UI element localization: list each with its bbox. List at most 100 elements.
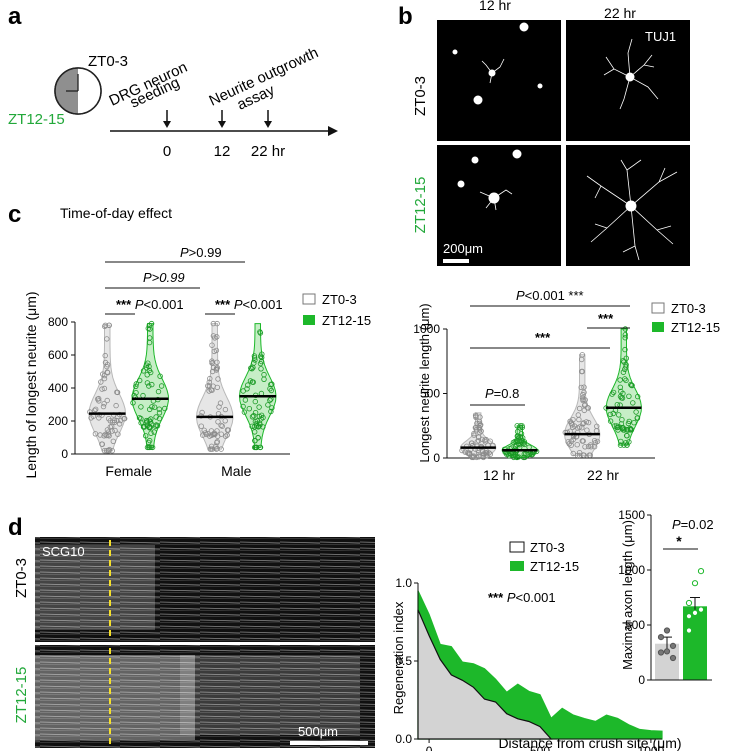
data-point (99, 441, 105, 447)
data-point (148, 416, 154, 422)
data-point (104, 336, 110, 342)
x-tick-label: Female (105, 463, 152, 479)
data-point (156, 406, 162, 412)
y-tick-label: 1000 (413, 322, 440, 336)
data-point (146, 339, 153, 346)
panel-label-d: d (8, 514, 23, 541)
data-point (627, 425, 633, 432)
data-point (242, 397, 249, 403)
y-tick-label: 500 (625, 618, 645, 632)
data-point (585, 419, 592, 426)
chart-c-stat-3: *** P<0.001 (116, 297, 184, 312)
y-tick-label: 0 (433, 451, 440, 465)
data-point (209, 342, 215, 348)
data-point (578, 384, 584, 391)
panel-label-c: c (8, 201, 21, 228)
y-tick-label: 0 (61, 447, 68, 461)
data-point (148, 320, 155, 327)
data-point (583, 419, 590, 425)
data-point (594, 438, 601, 445)
panel-a: a ZT0-3 ZT12-15 DRG neuron seeding Neuri… (8, 3, 338, 160)
stain-label-scg10: SCG10 (42, 544, 85, 559)
chart-c-stat-1: P>0.99 (180, 245, 222, 260)
data-point (691, 580, 699, 587)
legend-d-zt12: ZT12-15 (530, 559, 579, 574)
data-point (260, 424, 266, 430)
data-point (268, 408, 274, 415)
data-point (214, 445, 220, 452)
data-point (574, 442, 580, 448)
data-point (215, 419, 221, 425)
data-point (213, 347, 220, 354)
data-point (96, 398, 102, 404)
data-point (475, 434, 482, 440)
violin-zt12 (238, 323, 277, 448)
panel-c: c Time-of-day effect Length of longest n… (8, 201, 371, 479)
data-point (568, 438, 574, 444)
data-point (254, 444, 260, 451)
data-point (144, 380, 151, 386)
data-point (138, 404, 144, 410)
legend-d-swatch-zt0 (509, 541, 525, 553)
x-tick-label: 22 hr (587, 467, 619, 483)
data-point (148, 430, 154, 436)
data-point (248, 365, 254, 371)
chart-b-brackets (470, 305, 630, 406)
data-point (110, 438, 116, 444)
data-point (616, 412, 622, 418)
data-point (240, 388, 246, 394)
y-tick-label: 600 (48, 348, 68, 362)
data-point (100, 403, 107, 410)
chart-d-ylabel: Regeneration index (391, 601, 406, 714)
data-point (147, 424, 153, 431)
data-point (257, 360, 264, 367)
data-point (214, 428, 220, 434)
timeline-arrowhead (328, 126, 338, 136)
row-label-zt0: ZT0-3 (412, 76, 429, 116)
timeline-arrows (166, 110, 269, 125)
data-point (101, 401, 107, 407)
data-point (471, 430, 477, 437)
data-point (107, 424, 113, 430)
data-point (203, 431, 209, 438)
legend-b-zt0: ZT0-3 (671, 301, 706, 316)
scalebar-label-b: 200μm (443, 241, 483, 256)
data-point (256, 404, 262, 410)
data-point (571, 423, 578, 429)
legend-c-swatch-zt12 (303, 315, 315, 325)
data-point (618, 438, 624, 445)
data-point (208, 443, 215, 449)
data-point (214, 384, 220, 391)
d-row-label-zt12: ZT12-15 (13, 667, 30, 724)
data-point (104, 369, 110, 375)
data-point (249, 414, 256, 420)
chart-c-ylabel: Length of longest neurite (μm) (23, 291, 39, 478)
data-point (622, 366, 628, 372)
data-point (111, 417, 117, 424)
data-point (479, 436, 485, 443)
violin-zt12 (605, 328, 642, 446)
data-point (613, 423, 620, 429)
data-point (258, 366, 264, 372)
data-point (586, 452, 593, 458)
y-tick-label: 200 (48, 414, 68, 428)
x-tick-label: 12 hr (483, 467, 515, 483)
x-tick-label: 0 (426, 744, 433, 751)
data-point (624, 432, 630, 439)
data-point (98, 379, 104, 385)
data-point (212, 335, 218, 341)
data-point (210, 320, 216, 327)
data-point (628, 381, 634, 388)
data-point (99, 386, 105, 392)
data-point (622, 346, 628, 353)
data-point (669, 642, 677, 650)
data-point (144, 444, 151, 451)
nerve-image-zt0 (35, 537, 375, 642)
data-point (466, 450, 473, 456)
data-point (570, 450, 576, 457)
data-point (101, 323, 108, 330)
panel-d: d ZT0-3 ZT12-15 SCG10 500μm Regeneration… (8, 508, 714, 751)
data-point (206, 379, 212, 385)
area-zt0 (417, 609, 553, 740)
timeline-tick-22: 22 hr (251, 143, 285, 160)
